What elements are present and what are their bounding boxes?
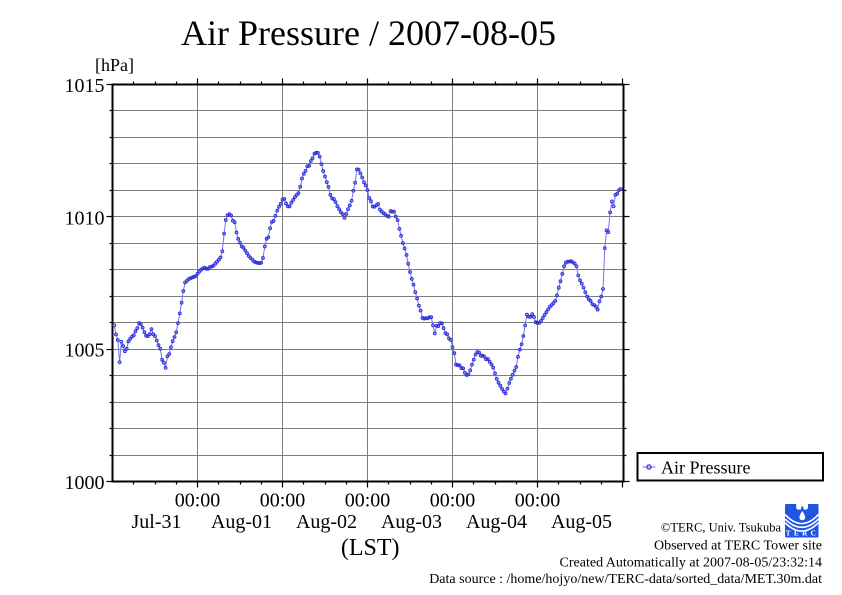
svg-text:©TERC, Univ. Tsukuba: ©TERC, Univ. Tsukuba xyxy=(661,521,782,535)
svg-text:[hPa]: [hPa] xyxy=(95,55,134,75)
svg-text:Jul-31: Jul-31 xyxy=(132,511,182,533)
svg-text:00:00: 00:00 xyxy=(175,490,221,512)
svg-text:Aug-03: Aug-03 xyxy=(381,511,442,533)
svg-text:TERC: TERC xyxy=(786,530,820,538)
svg-text:00:00: 00:00 xyxy=(430,490,476,512)
svg-text:1015: 1015 xyxy=(65,75,105,97)
svg-text:1000: 1000 xyxy=(65,472,105,494)
svg-text:(LST): (LST) xyxy=(341,535,400,561)
svg-text:Aug-04: Aug-04 xyxy=(466,511,527,533)
svg-text:Air Pressure / 2007-08-05: Air Pressure / 2007-08-05 xyxy=(181,13,556,53)
svg-text:1010: 1010 xyxy=(65,207,105,229)
svg-text:00:00: 00:00 xyxy=(260,490,306,512)
svg-text:Data source : /home/hojyo/new/: Data source : /home/hojyo/new/TERC-data/… xyxy=(429,572,822,587)
svg-text:Air Pressure: Air Pressure xyxy=(661,458,750,478)
svg-text:1005: 1005 xyxy=(65,340,105,362)
svg-text:Observed at TERC Tower site: Observed at TERC Tower site xyxy=(654,539,822,554)
svg-text:Aug-02: Aug-02 xyxy=(296,511,357,533)
svg-text:Created Automatically at 2007-: Created Automatically at 2007-08-05/23:3… xyxy=(560,556,822,571)
svg-text:Aug-05: Aug-05 xyxy=(551,511,612,533)
svg-text:00:00: 00:00 xyxy=(345,490,391,512)
svg-text:Aug-01: Aug-01 xyxy=(211,511,272,533)
svg-text:00:00: 00:00 xyxy=(515,490,561,512)
